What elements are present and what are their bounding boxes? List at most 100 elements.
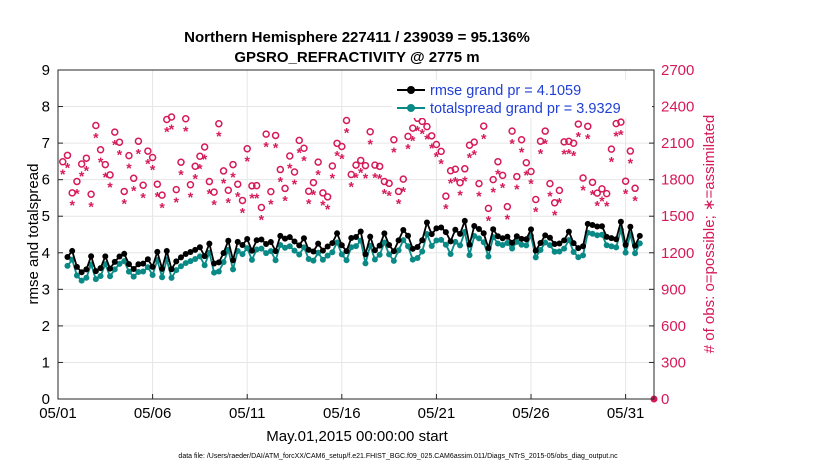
right-tick-label: 1200	[661, 245, 694, 262]
possible-obs-point	[58, 158, 67, 166]
assimilated-obs-point: *	[590, 187, 596, 203]
totalspread-point	[561, 245, 568, 252]
rmse-point	[367, 233, 374, 240]
totalspread-point	[144, 264, 151, 271]
possible-obs-point	[489, 175, 497, 184]
assimilated-obs-point: *	[443, 200, 449, 216]
assimilated-obs-point: *	[292, 176, 298, 192]
possible-obs-point	[560, 138, 568, 146]
totalspread-point	[509, 245, 516, 252]
assimilated-obs-point: *	[126, 160, 132, 176]
totalspread-point	[83, 274, 90, 281]
assimilated-obs-point: *	[221, 175, 227, 191]
assimilated-obs-point: *	[282, 193, 288, 209]
possible-obs-point	[584, 122, 592, 131]
x-tick-label: 05/11	[229, 405, 265, 422]
right-tick-label: 2700	[661, 62, 694, 79]
assimilated-obs-point: *	[145, 155, 151, 171]
possible-obs-point	[555, 186, 564, 195]
assimilated-obs-point: *	[372, 169, 378, 185]
assimilated-obs-point: *	[571, 147, 577, 163]
possible-obs-point	[522, 158, 531, 167]
rmse-point	[504, 233, 511, 240]
possible-obs-point	[508, 127, 516, 135]
left-tick-label: 1	[42, 354, 50, 371]
rmse-point	[182, 250, 189, 257]
totalspread-point	[282, 244, 289, 251]
assimilated-obs-point: *	[424, 131, 430, 147]
totalspread-point	[546, 242, 553, 249]
rmse-point	[409, 245, 416, 252]
assimilated-obs-point: *	[278, 174, 284, 190]
assimilated-obs-point: *	[103, 169, 109, 185]
rmse-point	[589, 222, 596, 229]
totalspread-point	[173, 267, 180, 274]
rmse-point	[92, 268, 99, 275]
rmse-point	[528, 226, 535, 233]
totalspread-point	[121, 258, 128, 265]
assimilated-obs-point: *	[495, 166, 501, 182]
assimilated-obs-point: *	[325, 201, 331, 217]
rmse-point	[632, 242, 639, 249]
rmse-point	[627, 223, 634, 230]
totalspread-point	[149, 271, 156, 278]
assimilated-obs-point: *	[169, 121, 175, 137]
possible-obs-point	[546, 179, 554, 188]
rmse-point	[159, 265, 166, 272]
possible-obs-point	[196, 152, 204, 161]
rmse-point	[83, 266, 90, 273]
possible-obs-point	[125, 151, 133, 160]
totalspread-point	[196, 253, 203, 260]
totalspread-point	[409, 256, 416, 263]
rmse-point	[272, 248, 279, 255]
rmse-point	[494, 233, 501, 240]
totalspread-point	[324, 252, 331, 259]
assimilated-obs-point: *	[88, 198, 94, 214]
rmse-point	[485, 245, 492, 252]
possible-obs-point	[517, 136, 526, 144]
totalspread-point	[343, 257, 350, 264]
totalspread-point	[598, 231, 605, 238]
assimilated-obs-point: *	[632, 192, 638, 208]
possible-obs-point	[252, 181, 261, 190]
rmse-point	[334, 230, 341, 237]
assimilated-obs-point: *	[405, 141, 411, 157]
totalspread-point	[92, 276, 99, 283]
assimilated-obs-point: *	[344, 125, 350, 141]
totalspread-point	[248, 256, 255, 263]
assimilated-obs-point: *	[117, 146, 123, 162]
right-tick-label: 2400	[661, 99, 694, 116]
rmse-point	[107, 265, 114, 272]
possible-obs-point	[390, 135, 398, 144]
assimilated-obs-point: *	[159, 199, 165, 215]
possible-obs-point	[375, 162, 384, 171]
rmse-point	[315, 240, 322, 247]
x-tick-label: 05/31	[607, 405, 645, 422]
rmse-point	[291, 238, 298, 245]
totalspread-point	[632, 250, 639, 257]
rmse-point	[163, 248, 170, 255]
rmse-point	[244, 235, 251, 242]
totalspread-point	[428, 242, 435, 249]
totalspread-point	[353, 243, 359, 250]
rmse-point	[452, 226, 459, 233]
possible-obs-point	[77, 160, 86, 168]
rmse-point	[97, 265, 104, 272]
assimilated-obs-point: *	[65, 160, 71, 176]
totalspread-point	[400, 237, 407, 244]
possible-obs-point	[191, 162, 199, 171]
rmse-point	[613, 236, 620, 243]
possible-obs-point	[115, 138, 124, 146]
assimilated-obs-point: *	[211, 196, 217, 212]
assimilated-obs-point: *	[311, 187, 317, 203]
possible-obs-point	[356, 156, 365, 165]
assimilated-obs-point: *	[183, 123, 189, 139]
left-tick-label: 9	[42, 62, 50, 79]
assimilated-obs-point: *	[391, 144, 397, 160]
assimilated-obs-point: *	[547, 188, 553, 204]
rmse-point	[348, 235, 355, 242]
assimilated-obs-point: *	[244, 153, 250, 169]
totalspread-point	[73, 272, 80, 279]
left-tick-label: 4	[42, 245, 50, 262]
